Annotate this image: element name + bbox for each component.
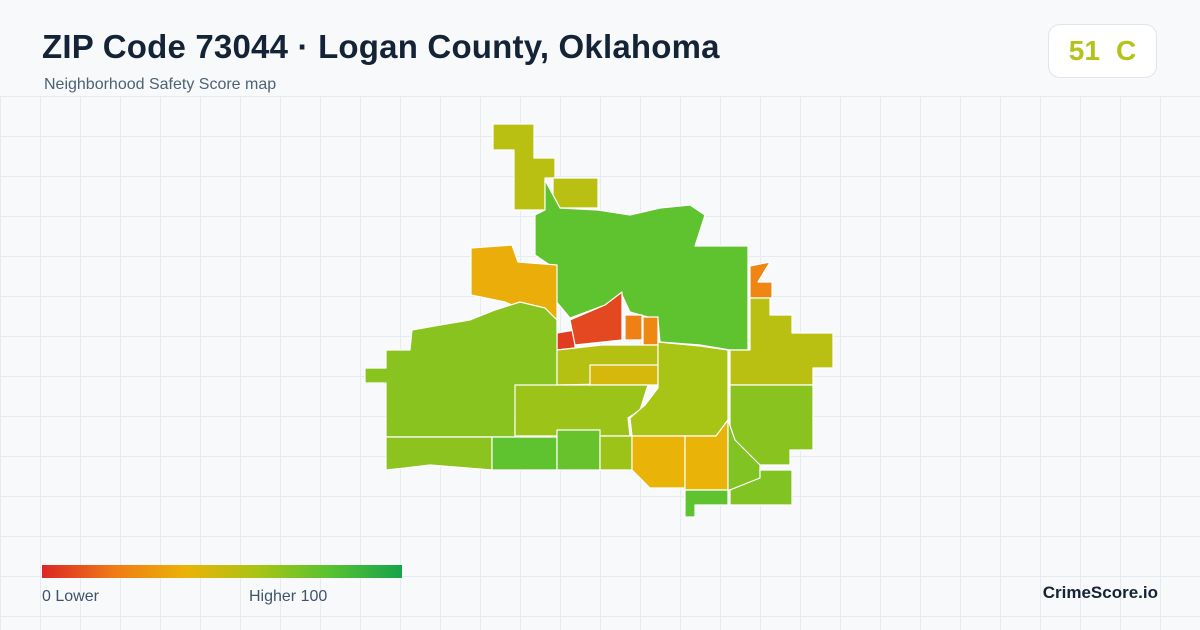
page-title: ZIP Code 73044 · Logan County, Oklahoma bbox=[42, 28, 720, 65]
map-region[interactable] bbox=[491, 436, 558, 471]
brand-logo-text: CrimeScore.io bbox=[1042, 583, 1158, 602]
map-region[interactable] bbox=[749, 261, 773, 299]
map-region[interactable] bbox=[684, 489, 729, 518]
safety-score-value: 51 bbox=[1068, 35, 1100, 66]
map-region[interactable] bbox=[552, 177, 599, 209]
map-region[interactable] bbox=[492, 123, 556, 211]
map-region[interactable] bbox=[514, 384, 649, 437]
legend-max-label: Higher 100 bbox=[249, 588, 328, 605]
page-subtitle: Neighborhood Safety Score map bbox=[44, 76, 277, 93]
safety-score-grade: C bbox=[1115, 35, 1137, 66]
map-region[interactable] bbox=[642, 316, 659, 346]
safety-score-legend-bar bbox=[42, 565, 402, 578]
map-region[interactable] bbox=[569, 291, 623, 346]
map-region[interactable] bbox=[556, 429, 601, 471]
map-region[interactable] bbox=[631, 435, 686, 489]
map-region[interactable] bbox=[599, 435, 633, 471]
safety-score-badge: 51 C bbox=[1048, 24, 1157, 78]
map-region[interactable] bbox=[624, 314, 643, 341]
map-region[interactable] bbox=[729, 297, 834, 386]
map-region[interactable] bbox=[589, 364, 659, 386]
legend-min-label: 0 Lower bbox=[42, 588, 99, 605]
map-region[interactable] bbox=[385, 436, 493, 471]
map-region[interactable] bbox=[729, 469, 793, 506]
map-region[interactable] bbox=[364, 301, 558, 438]
